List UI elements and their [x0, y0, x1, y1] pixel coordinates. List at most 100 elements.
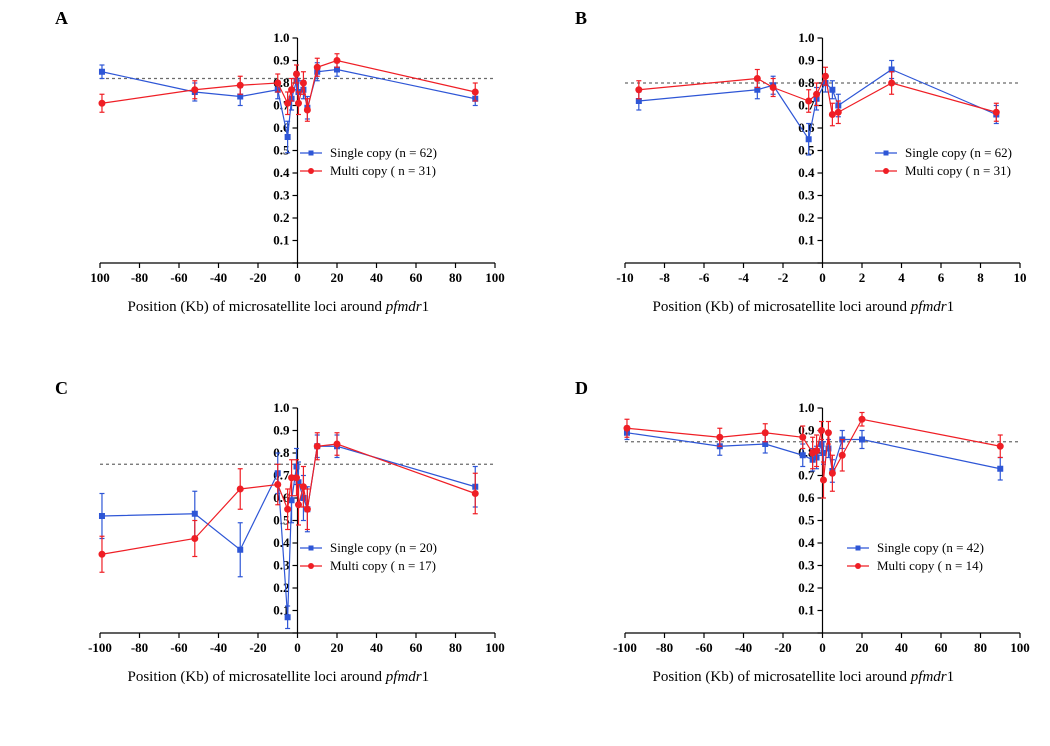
svg-text:-20: -20 [249, 640, 266, 655]
svg-text:10: 10 [1014, 270, 1027, 285]
svg-text:-60: -60 [695, 640, 712, 655]
svg-text:20: 20 [331, 640, 344, 655]
xlabel-prefix: Position (Kb) of microsatellite loci aro… [653, 299, 911, 315]
svg-text:Multi copy ( n = 31): Multi copy ( n = 31) [905, 163, 1011, 178]
panel-c-plot: 0.10.20.30.40.50.60.70.80.91.0-100-80-60… [60, 400, 505, 665]
svg-text:100: 100 [485, 270, 505, 285]
xlabel-gene: pfmdr [386, 669, 422, 685]
svg-text:Single copy (n = 62): Single copy (n = 62) [905, 145, 1012, 160]
svg-text:-40: -40 [735, 640, 752, 655]
xlabel-suffix: 1 [947, 299, 955, 315]
svg-text:1.0: 1.0 [798, 30, 814, 45]
panel-b-svg: 0.10.20.30.40.50.60.70.80.91.0-10-8-6-4-… [585, 30, 1030, 295]
xlabel-suffix: 1 [422, 669, 430, 685]
svg-text:100: 100 [1010, 640, 1030, 655]
panel-d-svg: 0.10.20.30.40.50.60.70.80.91.0-100-80-60… [585, 400, 1030, 665]
svg-text:-20: -20 [774, 640, 791, 655]
svg-text:2: 2 [859, 270, 866, 285]
svg-text:0: 0 [294, 270, 301, 285]
svg-text:40: 40 [370, 270, 383, 285]
svg-text:8: 8 [977, 270, 984, 285]
panel-a-xlabel: Position (Kb) of microsatellite loci aro… [128, 299, 430, 316]
svg-text:-80: -80 [131, 640, 148, 655]
svg-text:100: 100 [485, 640, 505, 655]
svg-text:Single copy (n = 62): Single copy (n = 62) [330, 145, 437, 160]
svg-text:20: 20 [331, 270, 344, 285]
xlabel-gene: pfmdr [911, 669, 947, 685]
svg-text:-40: -40 [210, 640, 227, 655]
svg-text:4: 4 [898, 270, 905, 285]
svg-text:Multi copy ( n = 14): Multi copy ( n = 14) [877, 558, 983, 573]
svg-text:0.9: 0.9 [273, 423, 290, 438]
svg-text:-2: -2 [778, 270, 789, 285]
panel-b-plot: 0.10.20.30.40.50.60.70.80.91.0-10-8-6-4-… [585, 30, 1030, 295]
svg-text:0.4: 0.4 [798, 535, 815, 550]
svg-text:40: 40 [370, 640, 383, 655]
svg-text:80: 80 [974, 640, 987, 655]
svg-text:0.2: 0.2 [798, 580, 814, 595]
svg-text:-100: -100 [88, 640, 112, 655]
svg-text:0.5: 0.5 [798, 513, 815, 528]
svg-text:60: 60 [935, 640, 948, 655]
svg-text:0.1: 0.1 [798, 603, 814, 618]
svg-text:-80: -80 [656, 640, 673, 655]
xlabel-gene: pfmdr [386, 299, 422, 315]
svg-text:-40: -40 [210, 270, 227, 285]
svg-text:0.1: 0.1 [273, 233, 289, 248]
svg-text:0: 0 [819, 640, 826, 655]
svg-text:100: 100 [90, 270, 110, 285]
svg-text:0.3: 0.3 [798, 558, 815, 573]
panel-c-svg: 0.10.20.30.40.50.60.70.80.91.0-100-80-60… [60, 400, 505, 665]
svg-text:1.0: 1.0 [798, 400, 814, 415]
panel-d-plot: 0.10.20.30.40.50.60.70.80.91.0-100-80-60… [585, 400, 1030, 665]
svg-text:0.3: 0.3 [273, 188, 290, 203]
xlabel-prefix: Position (Kb) of microsatellite loci aro… [653, 669, 911, 685]
xlabel-suffix: 1 [422, 299, 430, 315]
svg-text:-100: -100 [613, 640, 637, 655]
panel-b-xlabel: Position (Kb) of microsatellite loci aro… [653, 299, 955, 316]
xlabel-prefix: Position (Kb) of microsatellite loci aro… [128, 669, 386, 685]
svg-text:80: 80 [449, 640, 462, 655]
svg-text:0: 0 [294, 640, 301, 655]
svg-text:1.0: 1.0 [273, 30, 289, 45]
svg-text:40: 40 [895, 640, 908, 655]
svg-text:-10: -10 [616, 270, 633, 285]
svg-text:-4: -4 [738, 270, 749, 285]
panel-a-label: A [55, 8, 68, 29]
panel-c-label: C [55, 378, 68, 399]
svg-text:60: 60 [410, 640, 423, 655]
svg-text:80: 80 [449, 270, 462, 285]
svg-text:-60: -60 [170, 640, 187, 655]
figure-container: A 0.10.20.30.40.50.60.70.80.91.0100-80-6… [0, 0, 1050, 746]
svg-text:1.0: 1.0 [273, 400, 289, 415]
svg-text:0.3: 0.3 [273, 558, 290, 573]
svg-text:0.9: 0.9 [273, 53, 290, 68]
svg-text:0.4: 0.4 [273, 165, 290, 180]
svg-text:0: 0 [819, 270, 826, 285]
svg-text:Multi copy ( n = 17): Multi copy ( n = 17) [330, 558, 436, 573]
svg-text:Single copy (n = 20): Single copy (n = 20) [330, 540, 437, 555]
panel-c-xlabel: Position (Kb) of microsatellite loci aro… [128, 669, 430, 686]
svg-text:0.4: 0.4 [798, 165, 815, 180]
svg-text:-80: -80 [131, 270, 148, 285]
svg-text:0.2: 0.2 [798, 210, 814, 225]
panel-d-xlabel: Position (Kb) of microsatellite loci aro… [653, 669, 955, 686]
svg-text:-6: -6 [699, 270, 710, 285]
svg-text:0.1: 0.1 [798, 233, 814, 248]
svg-text:0.9: 0.9 [798, 53, 815, 68]
panel-b-label: B [575, 8, 587, 29]
xlabel-gene: pfmdr [911, 299, 947, 315]
panel-a-svg: 0.10.20.30.40.50.60.70.80.91.0100-80-60-… [60, 30, 505, 295]
svg-text:-60: -60 [170, 270, 187, 285]
svg-text:60: 60 [410, 270, 423, 285]
svg-text:6: 6 [938, 270, 945, 285]
svg-text:-20: -20 [249, 270, 266, 285]
panel-a-plot: 0.10.20.30.40.50.60.70.80.91.0100-80-60-… [60, 30, 505, 295]
svg-text:Multi copy ( n = 31): Multi copy ( n = 31) [330, 163, 436, 178]
svg-text:0.2: 0.2 [273, 580, 289, 595]
svg-text:Single copy (n = 42): Single copy (n = 42) [877, 540, 984, 555]
svg-text:0.2: 0.2 [273, 210, 289, 225]
svg-text:0.6: 0.6 [798, 490, 815, 505]
svg-text:-8: -8 [659, 270, 670, 285]
xlabel-suffix: 1 [947, 669, 955, 685]
